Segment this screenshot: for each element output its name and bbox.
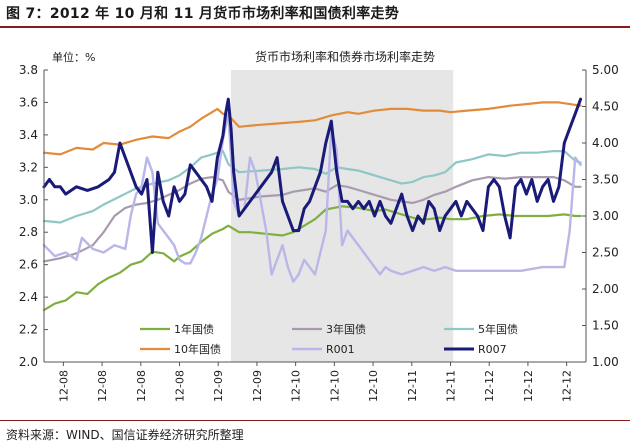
left-axis-unit: 单位：% bbox=[52, 50, 95, 64]
source-rule bbox=[0, 420, 630, 421]
series-line-y10 bbox=[42, 101, 582, 156]
right-tick-label: 4.50 bbox=[592, 100, 619, 114]
right-tick-label: 5.00 bbox=[592, 63, 619, 77]
x-tick-label: 12-11 bbox=[445, 370, 458, 402]
x-tick-label: 12-11 bbox=[406, 370, 419, 402]
legend-item-r001: R001 bbox=[292, 343, 355, 356]
legend-label: R001 bbox=[326, 343, 355, 356]
right-tick-label: 4.00 bbox=[592, 136, 619, 150]
x-tick-label: 12-12 bbox=[522, 370, 535, 402]
shaded-period bbox=[230, 70, 454, 362]
series-line-r007 bbox=[42, 97, 583, 254]
x-tick-label: 12-12 bbox=[483, 370, 496, 402]
legend-label: 10年国债 bbox=[174, 342, 221, 356]
left-tick-label: 3.6 bbox=[19, 95, 38, 109]
right-tick-label: 2.50 bbox=[592, 246, 619, 260]
legend-item-y1: 1年国债 bbox=[140, 322, 214, 336]
x-tick-label: 12-09 bbox=[251, 370, 264, 402]
left-tick-label: 3.8 bbox=[19, 63, 38, 77]
title-rule bbox=[0, 26, 630, 28]
line-chart: 2.0 2.2 2.4 2.6 2.8 3.0 3.2 3.4 3.6 3.8 1.00 1.50 2.… bbox=[19, 49, 619, 402]
right-tick-label: 3.00 bbox=[592, 209, 619, 223]
legend-item-r007: R007 bbox=[444, 343, 507, 356]
x-tick-label: 12-12 bbox=[561, 370, 574, 402]
series-line-y1 bbox=[42, 205, 582, 312]
left-tick-label: 2.2 bbox=[19, 323, 38, 337]
left-tick-label: 2.6 bbox=[19, 258, 38, 272]
series-line-r001 bbox=[42, 112, 582, 283]
left-tick-label: 2.8 bbox=[19, 225, 38, 239]
right-tick-label: 2.00 bbox=[592, 282, 619, 296]
legend-label: 1年国债 bbox=[174, 322, 214, 336]
source-note: 资料来源：WIND、国信证券经济研究所整理 bbox=[6, 428, 244, 442]
legend-label: 3年国债 bbox=[326, 322, 366, 336]
legend-item-y10: 10年国债 bbox=[140, 342, 221, 356]
left-tick-label: 2.0 bbox=[19, 355, 38, 369]
left-tick-label: 2.4 bbox=[19, 290, 38, 304]
x-tick-label: 12-10 bbox=[290, 370, 303, 402]
left-tick-label: 3.4 bbox=[19, 128, 38, 142]
x-tick-label: 12-08 bbox=[174, 370, 187, 402]
legend-item-y5: 5年国债 bbox=[444, 322, 518, 336]
legend: 1年国债 3年国债 5年国债 10年国债 R001 R007 bbox=[140, 322, 518, 356]
x-tick-label: 12-09 bbox=[212, 370, 225, 402]
x-tick-label: 12-08 bbox=[57, 370, 70, 402]
left-tick-label: 3.2 bbox=[19, 160, 38, 174]
figure-title: 图 7：2012 年 10 月和 11 月货币市场利率和国债利率走势 bbox=[6, 6, 400, 22]
chart-title: 货币市场利率和债券市场利率走势 bbox=[255, 49, 435, 64]
x-tick-label: 12-08 bbox=[135, 370, 148, 402]
axes-layer: 2.0 2.2 2.4 2.6 2.8 3.0 3.2 3.4 3.6 3.8 1.00 1.50 2.… bbox=[19, 63, 619, 402]
legend-label: 5年国债 bbox=[478, 322, 518, 336]
series-line-y5 bbox=[42, 149, 582, 224]
x-tick-label: 12-10 bbox=[328, 370, 341, 402]
x-tick-label: 12-10 bbox=[367, 370, 380, 402]
series-layer bbox=[42, 97, 583, 312]
legend-item-y3: 3年国债 bbox=[292, 322, 366, 336]
x-tick-label: 12-08 bbox=[96, 370, 109, 402]
left-tick-label: 3.0 bbox=[19, 193, 38, 207]
right-tick-label: 1.00 bbox=[592, 355, 619, 369]
right-tick-label: 1.50 bbox=[592, 319, 619, 333]
legend-label: R007 bbox=[478, 343, 507, 356]
right-tick-label: 3.50 bbox=[592, 173, 619, 187]
